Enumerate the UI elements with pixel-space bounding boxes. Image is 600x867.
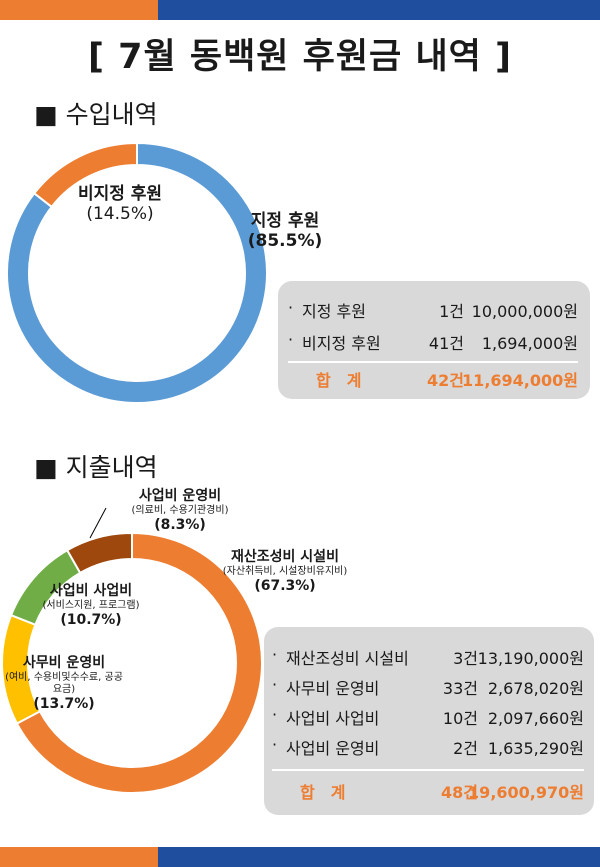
- row-bullet: ·: [272, 705, 278, 724]
- expense-donut-slice-0: [15, 531, 263, 794]
- expense-label-business-operation-percent: (8.3%): [154, 516, 206, 533]
- expense-row-facility: · 재산조성비 시설비 3건 13,190,000원: [264, 645, 594, 671]
- expense-row-business-operation: · 사업비 운영비 2건 1,635,290원: [264, 735, 594, 761]
- expense-total-divider: [272, 769, 584, 771]
- total-amount: 19,600,970원: [468, 783, 584, 802]
- bottom-bar-orange: [0, 847, 158, 867]
- expense-label-business-operation: 사업비 운영비 (의료비, 수용기관경비) (8.3%): [110, 488, 250, 534]
- row-amount: 1,694,000원: [481, 334, 578, 353]
- income-donut-slice-0: [6, 141, 268, 404]
- row-bullet: ·: [272, 645, 278, 664]
- income-donut-chart: [6, 141, 268, 404]
- row-count: 10건: [442, 709, 478, 728]
- row-name: 비지정 후원: [302, 334, 381, 353]
- expense-label-business-operation-sub: (의료비, 수용기관경비): [131, 504, 229, 516]
- row-count: 41건: [428, 334, 464, 353]
- expense-label-facility-percent: (67.3%): [254, 577, 316, 594]
- income-label-undesignated-percent: (14.5%): [86, 204, 154, 225]
- total-count: 48건: [441, 783, 478, 802]
- expense-label-office-percent: (13.7%): [33, 695, 95, 712]
- expense-donut-chart: [1, 531, 263, 794]
- total-count: 42건: [427, 371, 464, 390]
- bottom-accent-bar: [0, 847, 600, 867]
- row-bullet: ·: [288, 330, 294, 349]
- expense-label-facility-name: 재산조성비 시설비: [231, 549, 339, 565]
- row-amount: 2,678,020원: [487, 679, 584, 698]
- total-label: 합 계: [316, 371, 362, 390]
- bottom-bar-navy: [158, 847, 600, 867]
- total-amount: 11,694,000원: [462, 371, 578, 390]
- row-count: 2건: [453, 739, 478, 758]
- expense-row-total: 합 계 48건 19,600,970원: [264, 779, 594, 805]
- row-count: 3건: [453, 649, 478, 668]
- income-label-undesignated-name: 비지정 후원: [77, 184, 163, 204]
- total-label: 합 계: [300, 783, 346, 802]
- expense-summary-panel: · 재산조성비 시설비 3건 13,190,000원 · 사무비 운영비 33건…: [264, 627, 594, 815]
- row-name: 사업비 사업비: [286, 709, 380, 728]
- expense-label-facility-sub: (자산취득비, 시설장비유지비): [222, 565, 348, 577]
- label-leader-line: [89, 507, 107, 539]
- income-row-designated: · 지정 후원 1건 10,000,000원: [278, 298, 590, 324]
- expense-label-office-name: 사무비 운영비: [22, 655, 106, 671]
- income-section-title: ■ 수입내역: [34, 100, 158, 129]
- row-name: 사업비 운영비: [286, 739, 380, 758]
- income-donut-slice-1: [32, 141, 138, 209]
- top-bar-navy: [158, 0, 600, 20]
- expense-section-title: ■ 지출내역: [34, 453, 158, 482]
- income-label-undesignated: 비지정 후원 (14.5%): [58, 184, 182, 225]
- expense-label-program-name: 사업비 사업비: [49, 583, 133, 599]
- expense-row-program: · 사업비 사업비 10건 2,097,660원: [264, 705, 594, 731]
- expense-label-program: 사업비 사업비 (서비스지원, 프로그램) (10.7%): [24, 583, 158, 629]
- income-total-divider: [288, 361, 578, 363]
- row-count: 1건: [439, 302, 464, 321]
- top-bar-orange: [0, 0, 158, 20]
- row-name: 지정 후원: [302, 302, 366, 321]
- expense-row-office: · 사무비 운영비 33건 2,678,020원: [264, 675, 594, 701]
- row-name: 재산조성비 시설비: [286, 649, 409, 668]
- income-label-designated-percent: (85.5%): [247, 231, 323, 252]
- row-bullet: ·: [272, 675, 278, 694]
- page-title: [ 7월 동백원 후원금 내역 ]: [87, 37, 513, 77]
- top-accent-bar: [0, 0, 600, 20]
- expense-label-program-sub: (서비스지원, 프로그램): [42, 599, 140, 611]
- income-label-designated-name: 지정 후원: [250, 211, 320, 231]
- income-label-designated: 지정 후원 (85.5%): [230, 211, 340, 252]
- row-amount: 1,635,290원: [487, 739, 584, 758]
- row-count: 33건: [442, 679, 478, 698]
- row-amount: 13,190,000원: [477, 649, 584, 668]
- expense-donut-slice-3: [65, 531, 133, 575]
- row-bullet: ·: [272, 735, 278, 754]
- row-bullet: ·: [288, 298, 294, 317]
- income-row-undesignated: · 비지정 후원 41건 1,694,000원: [278, 330, 590, 356]
- row-name: 사무비 운영비: [286, 679, 380, 698]
- income-summary-panel: · 지정 후원 1건 10,000,000원 · 비지정 후원 41건 1,69…: [278, 281, 590, 399]
- expense-label-program-percent: (10.7%): [60, 611, 122, 628]
- row-amount: 10,000,000원: [471, 302, 578, 321]
- income-row-total: 합 계 42건 11,694,000원: [278, 367, 590, 393]
- expense-label-facility: 재산조성비 시설비 (자산취득비, 시설장비유지비) (67.3%): [200, 549, 370, 595]
- expense-label-office: 사무비 운영비 (여비, 수용비및수수료, 공공요금) (13.7%): [2, 655, 126, 713]
- expense-label-business-operation-name: 사업비 운영비: [138, 488, 222, 504]
- row-amount: 2,097,660원: [487, 709, 584, 728]
- expense-label-office-sub: (여비, 수용비및수수료, 공공요금): [5, 671, 123, 695]
